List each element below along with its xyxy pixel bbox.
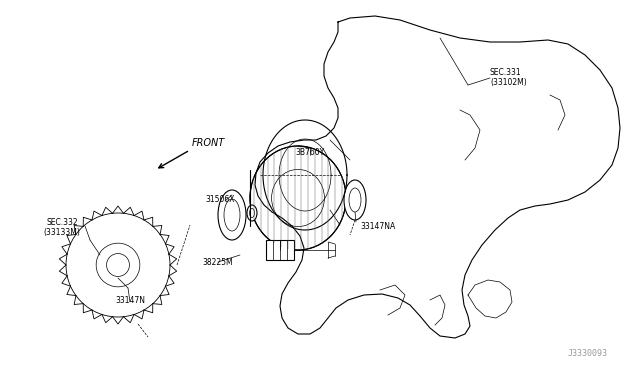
- Ellipse shape: [224, 199, 240, 231]
- Text: 33147N: 33147N: [115, 296, 145, 305]
- Ellipse shape: [218, 190, 246, 240]
- Ellipse shape: [349, 188, 361, 212]
- Text: SEC.331
(33102M): SEC.331 (33102M): [490, 68, 527, 87]
- Text: 38225M: 38225M: [203, 258, 234, 267]
- Circle shape: [66, 213, 170, 317]
- Text: FRONT: FRONT: [192, 138, 225, 148]
- Bar: [266, 240, 294, 260]
- Circle shape: [96, 243, 140, 287]
- Text: 31506X: 31506X: [205, 195, 235, 204]
- Text: 33147NA: 33147NA: [360, 222, 396, 231]
- Ellipse shape: [250, 208, 255, 218]
- Ellipse shape: [247, 205, 257, 221]
- Text: J3330093: J3330093: [568, 349, 608, 358]
- Ellipse shape: [344, 180, 366, 220]
- Ellipse shape: [250, 146, 346, 250]
- Circle shape: [106, 254, 129, 276]
- Ellipse shape: [271, 169, 324, 227]
- Text: 3B760Y: 3B760Y: [296, 148, 324, 157]
- Text: SEC.332
(33133M): SEC.332 (33133M): [44, 218, 81, 237]
